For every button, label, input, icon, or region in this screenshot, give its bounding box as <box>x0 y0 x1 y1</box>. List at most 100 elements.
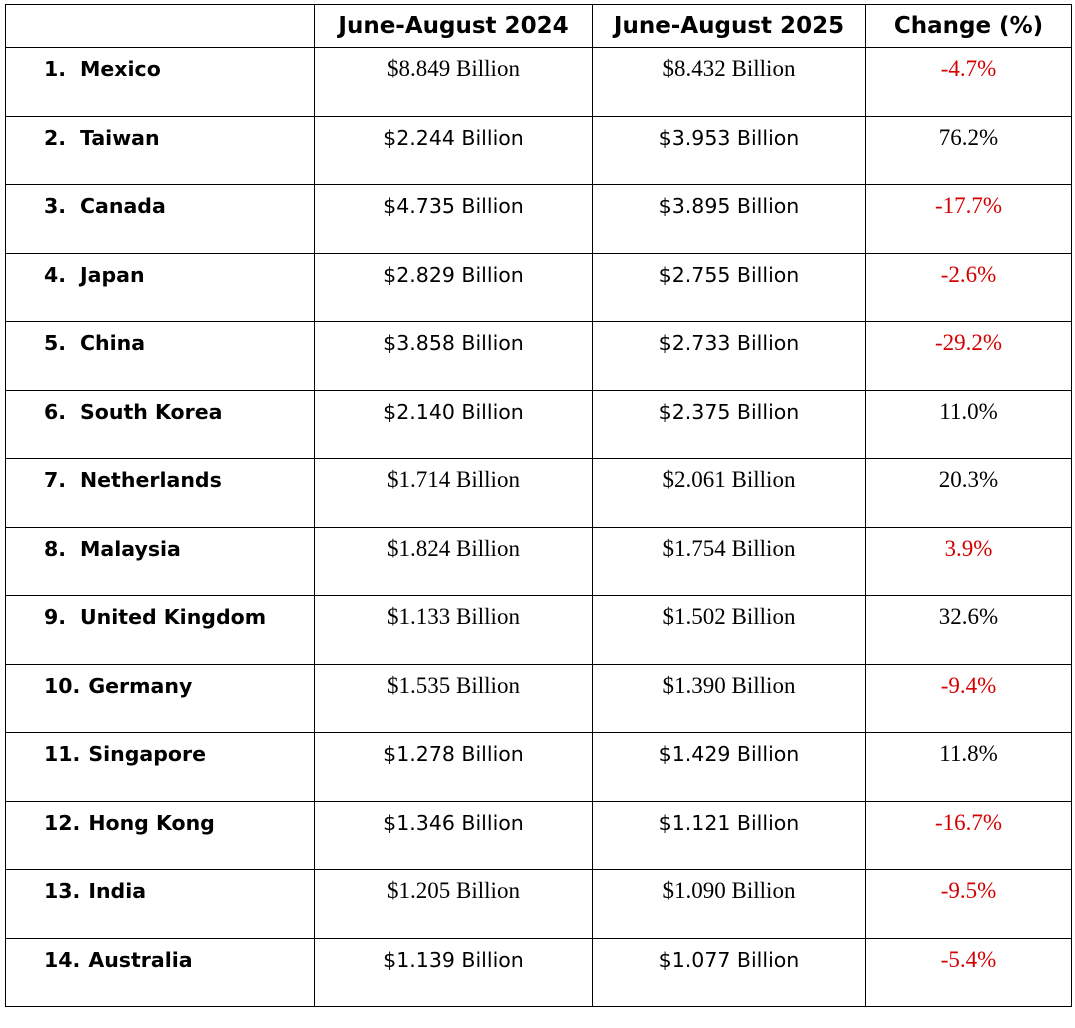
value-2025: $2.375 Billion <box>658 399 800 424</box>
change-value: -17.7% <box>934 193 1003 218</box>
value-2025: $2.755 Billion <box>658 262 800 287</box>
country-cell: 4. Japan <box>5 252 315 322</box>
country-name: Canada <box>80 194 166 218</box>
value-2025-cell: $1.502 Billion <box>592 595 866 665</box>
value-2025: $1.090 Billion <box>662 878 796 903</box>
rank-number: 6. <box>44 399 67 424</box>
value-2024: $1.133 Billion <box>387 604 520 629</box>
value-2024-cell: $1.535 Billion <box>314 663 593 733</box>
rank-number: 10. <box>44 673 81 698</box>
table-row: 8. Malaysia $1.824 Billion $1.754 Billion 3.… <box>5 526 1072 596</box>
value-2025: $1.121 Billion <box>658 810 800 835</box>
country-name: Netherlands <box>80 468 222 492</box>
value-2025-cell: $1.090 Billion <box>592 869 866 939</box>
value-2024-cell: $8.849 Billion <box>314 47 593 117</box>
header-change: Change (%) <box>865 4 1072 48</box>
value-2025: $2.061 Billion <box>662 467 796 492</box>
value-2024-cell: $1.205 Billion <box>314 869 593 939</box>
country-cell: 5. China <box>5 321 315 391</box>
value-2025: $1.429 Billion <box>658 742 800 766</box>
value-2024: $1.278 Billion <box>383 742 524 766</box>
value-2024: $1.346 Billion <box>383 810 524 835</box>
value-2024-cell: $1.139 Billion <box>314 937 593 1007</box>
value-2025: $1.754 Billion <box>662 535 796 561</box>
value-2025: $8.432 Billion <box>662 56 796 81</box>
value-2024: $1.714 Billion <box>387 467 520 492</box>
value-2024: $2.244 Billion <box>383 125 524 150</box>
change-value: -9.4% <box>940 672 997 698</box>
value-2025-cell: $2.755 Billion <box>592 252 866 322</box>
country-cell: 12. Hong Kong <box>5 800 315 870</box>
value-2025-cell: $1.077 Billion <box>592 937 866 1007</box>
country-cell: 13. India <box>5 869 315 939</box>
table-row: 11. Singapore $1.278 Billion $1.429 Billion… <box>5 732 1072 802</box>
rank-number: 13. <box>44 879 81 903</box>
change-value: -2.6% <box>940 261 997 287</box>
rank-number: 12. <box>44 810 81 835</box>
value-2024-cell: $1.824 Billion <box>314 526 593 596</box>
table-row: 3. Canada $4.735 Billion $3.895 Billion -17.… <box>5 184 1072 254</box>
value-2024: $4.735 Billion <box>383 194 524 218</box>
table-row: 14. Australia $1.139 Billion $1.077 Billion… <box>5 937 1072 1007</box>
rank-number: 1. <box>44 57 67 81</box>
country-name: Hong Kong <box>88 810 215 835</box>
country-name: Mexico <box>80 57 161 81</box>
value-2025: $3.895 Billion <box>658 194 800 218</box>
table-row: 2. Taiwan $2.244 Billion $3.953 Billion 76.2… <box>5 115 1072 185</box>
rank-number: 5. <box>44 331 67 355</box>
value-2025-cell: $2.375 Billion <box>592 389 866 459</box>
rank-number: 4. <box>44 262 67 287</box>
value-2024: $1.535 Billion <box>387 672 520 698</box>
change-value: 32.6% <box>938 604 999 629</box>
country-cell: 2. Taiwan <box>5 115 315 185</box>
country-name: India <box>88 879 147 903</box>
change-value: -9.5% <box>940 878 997 903</box>
change-value: 76.2% <box>938 124 999 150</box>
rank-number: 11. <box>44 742 81 766</box>
header-country <box>5 4 315 48</box>
value-2025: $3.953 Billion <box>658 125 800 150</box>
country-cell: 9. United Kingdom <box>5 595 315 665</box>
table-row: 4. Japan $2.829 Billion $2.755 Billion -2.6% <box>5 252 1072 322</box>
country-cell: 8. Malaysia <box>5 526 315 596</box>
change-cell: -2.6% <box>865 252 1072 322</box>
change-cell: 11.0% <box>865 389 1072 459</box>
value-2024-cell: $1.133 Billion <box>314 595 593 665</box>
value-2024: $1.824 Billion <box>387 535 520 561</box>
rank-number: 14. <box>44 947 81 972</box>
change-cell: -9.4% <box>865 663 1072 733</box>
country-cell: 1. Mexico <box>5 47 315 117</box>
change-cell: 32.6% <box>865 595 1072 665</box>
change-value: 20.3% <box>938 467 999 492</box>
country-name: Taiwan <box>80 125 160 150</box>
value-2024: $1.139 Billion <box>383 947 524 972</box>
trade-table: June-August 2024 June-August 2025 Change… <box>5 4 1072 1007</box>
change-value: -16.7% <box>934 809 1003 835</box>
rank-number: 8. <box>44 536 67 561</box>
value-2025-cell: $2.061 Billion <box>592 458 866 528</box>
rank-number: 2. <box>44 125 67 150</box>
value-2025-cell: $1.121 Billion <box>592 800 866 870</box>
change-value: -5.4% <box>940 946 997 972</box>
change-cell: -17.7% <box>865 184 1072 254</box>
value-2025-cell: $1.390 Billion <box>592 663 866 733</box>
table-row: 10. Germany $1.535 Billion $1.390 Billion -9… <box>5 663 1072 733</box>
change-value: 3.9% <box>944 535 993 561</box>
value-2025-cell: $1.754 Billion <box>592 526 866 596</box>
change-cell: -4.7% <box>865 47 1072 117</box>
country-cell: 10. Germany <box>5 663 315 733</box>
table-row: 1. Mexico $8.849 Billion $8.432 Billion -4.7… <box>5 47 1072 117</box>
change-value: 11.0% <box>939 398 998 424</box>
value-2025-cell: $3.895 Billion <box>592 184 866 254</box>
table-row: 12. Hong Kong $1.346 Billion $1.121 Billion… <box>5 800 1072 870</box>
value-2025: $1.502 Billion <box>662 604 796 629</box>
value-2024: $3.858 Billion <box>383 331 524 355</box>
table-row: 9. United Kingdom $1.133 Billion $1.502 Bil… <box>5 595 1072 665</box>
value-2025-cell: $8.432 Billion <box>592 47 866 117</box>
value-2024-cell: $3.858 Billion <box>314 321 593 391</box>
country-cell: 14. Australia <box>5 937 315 1007</box>
country-name: Malaysia <box>80 536 181 561</box>
change-cell: -16.7% <box>865 800 1072 870</box>
country-cell: 3. Canada <box>5 184 315 254</box>
country-cell: 6. South Korea <box>5 389 315 459</box>
